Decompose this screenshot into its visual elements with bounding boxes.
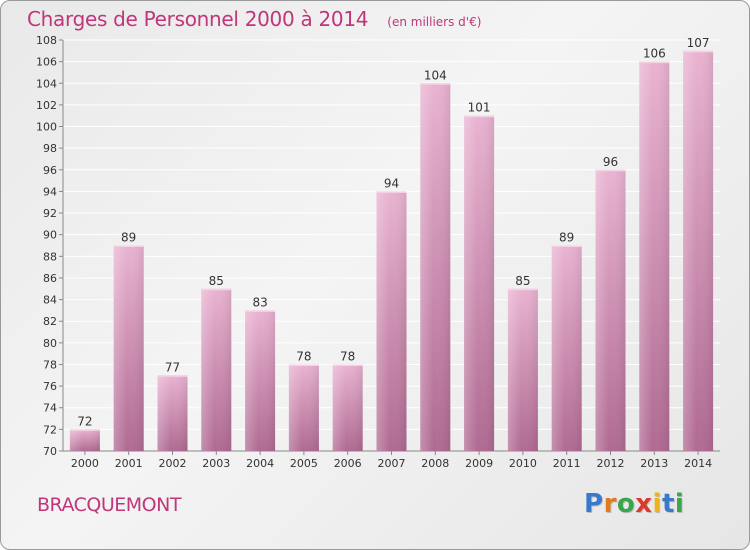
bar-shade xyxy=(245,310,276,451)
x-tick-label: 2011 xyxy=(553,457,581,470)
x-tick-label: 2012 xyxy=(597,457,625,470)
logo-letter: t xyxy=(661,489,675,519)
y-tick-label: 104 xyxy=(36,77,57,90)
bar-top xyxy=(683,50,714,53)
bar-top xyxy=(507,288,538,291)
bar-top xyxy=(245,310,276,312)
data-label: 89 xyxy=(121,231,136,245)
x-tick-label: 2014 xyxy=(684,457,712,470)
data-label: 77 xyxy=(165,360,180,374)
proxiti-logo: Proxiti xyxy=(584,489,684,519)
bar-shade xyxy=(69,429,100,451)
bar-top xyxy=(288,364,319,366)
logo-letter: x xyxy=(635,489,653,519)
logo-letter: P xyxy=(584,489,604,519)
x-tick-label: 2000 xyxy=(71,457,99,470)
x-tick-label: 2001 xyxy=(115,457,143,470)
bar-top xyxy=(639,61,670,64)
x-tick-label: 2005 xyxy=(290,457,318,470)
bar-top xyxy=(551,245,582,247)
bar-shade xyxy=(507,288,538,451)
y-tick-label: 96 xyxy=(43,164,57,177)
x-tick-label: 2013 xyxy=(640,457,668,470)
data-label: 89 xyxy=(559,231,574,245)
data-label: 78 xyxy=(296,349,311,363)
y-tick-label: 106 xyxy=(36,56,57,69)
bar-top xyxy=(69,429,100,431)
data-label: 85 xyxy=(209,274,224,288)
bar-shade xyxy=(201,288,232,451)
y-tick-label: 98 xyxy=(43,142,57,155)
y-tick-label: 88 xyxy=(43,250,57,263)
bar-top xyxy=(595,169,626,172)
x-tick-label: 2009 xyxy=(465,457,493,470)
data-label: 78 xyxy=(340,349,355,363)
y-tick-label: 94 xyxy=(43,185,57,198)
bar-shade xyxy=(376,191,407,451)
title-row: Charges de Personnel 2000 à 2014 (en mil… xyxy=(27,7,481,31)
bar-top xyxy=(113,245,144,247)
data-label: 107 xyxy=(687,36,710,50)
bar-top xyxy=(201,288,232,291)
y-tick-label: 74 xyxy=(43,402,57,415)
y-tick-label: 108 xyxy=(36,34,57,47)
bar-shade xyxy=(288,364,319,451)
data-label: 94 xyxy=(384,176,399,190)
x-tick-label: 2008 xyxy=(421,457,449,470)
y-tick-label: 76 xyxy=(43,380,57,393)
y-tick-label: 86 xyxy=(43,272,57,285)
data-label: 101 xyxy=(468,101,491,115)
y-tick-label: 82 xyxy=(43,315,57,328)
logo-letter: o xyxy=(616,489,636,519)
bar-shade xyxy=(683,50,714,451)
chart-title: Charges de Personnel 2000 à 2014 xyxy=(27,7,369,31)
bar-shade xyxy=(420,83,451,452)
x-tick-label: 2006 xyxy=(334,457,362,470)
data-label: 83 xyxy=(252,295,267,309)
x-tick-label: 2010 xyxy=(509,457,537,470)
bar-top xyxy=(332,364,363,366)
x-tick-label: 2002 xyxy=(159,457,187,470)
logo-letter: r xyxy=(603,489,617,519)
bar-shade xyxy=(639,61,670,451)
x-tick-label: 2003 xyxy=(202,457,230,470)
chart-subtitle: (en milliers d'€) xyxy=(387,15,482,29)
bar-shade xyxy=(332,364,363,451)
data-label: 72 xyxy=(77,414,92,428)
y-tick-label: 100 xyxy=(36,121,57,134)
y-tick-label: 90 xyxy=(43,229,57,242)
data-label: 106 xyxy=(643,47,666,61)
bar-top xyxy=(157,375,188,377)
data-label: 85 xyxy=(515,274,530,288)
bar-shade xyxy=(113,245,144,451)
bar-shade xyxy=(551,245,582,451)
y-tick-label: 78 xyxy=(43,358,57,371)
y-tick-label: 80 xyxy=(43,337,57,350)
bar-shade xyxy=(464,115,495,452)
y-tick-label: 92 xyxy=(43,207,57,220)
bar-top xyxy=(376,191,407,193)
bar-shade xyxy=(595,169,626,451)
bar-top xyxy=(464,115,495,118)
bar-shade xyxy=(157,375,188,451)
logo-letter: i xyxy=(674,489,685,519)
data-label: 104 xyxy=(424,68,447,82)
commune-name: BRACQUEMONT xyxy=(37,494,181,516)
x-tick-label: 2004 xyxy=(246,457,274,470)
y-tick-label: 70 xyxy=(43,445,57,458)
x-tick-label: 2007 xyxy=(378,457,406,470)
bar-top xyxy=(420,83,451,85)
y-tick-label: 72 xyxy=(43,423,57,436)
y-tick-label: 84 xyxy=(43,294,57,307)
data-label: 96 xyxy=(603,155,618,169)
logo-letter: i xyxy=(652,489,662,519)
y-tick-label: 102 xyxy=(36,99,57,112)
